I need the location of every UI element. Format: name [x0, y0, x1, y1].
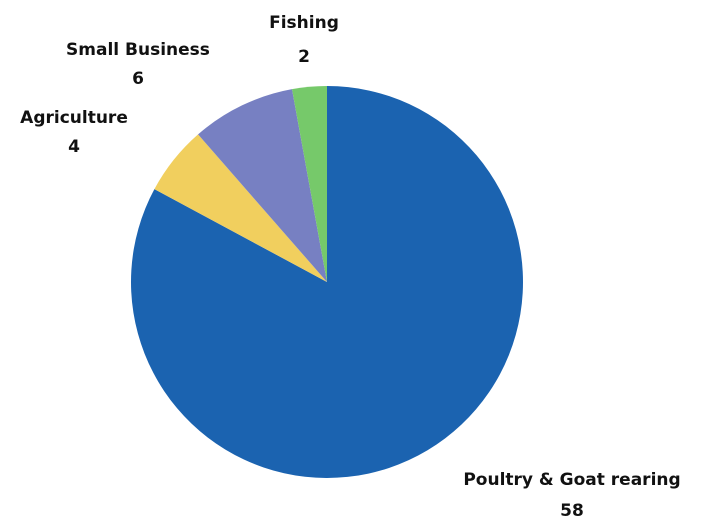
label-poultry-goat-rearing-value: 58	[560, 501, 584, 520]
label-fishing-name: Fishing	[269, 13, 339, 33]
label-fishing: Fishing 2	[269, 13, 339, 67]
pie-slice-poultry-goat-rearing	[131, 86, 524, 479]
label-small-business-name: Small Business	[66, 40, 210, 60]
label-small-business: Small Business 6	[66, 40, 210, 89]
label-agriculture-name: Agriculture	[20, 108, 128, 128]
label-poultry-goat-rearing: Poultry & Goat rearing 58	[463, 470, 680, 520]
pie-slice-agriculture	[154, 134, 327, 282]
label-poultry-goat-rearing-name: Poultry & Goat rearing	[463, 470, 680, 490]
label-agriculture: Agriculture 4	[20, 108, 128, 157]
label-fishing-value: 2	[298, 47, 310, 67]
label-small-business-value: 6	[132, 69, 144, 89]
pie-slice-fishing	[292, 86, 327, 282]
pie-slice-small-business	[198, 89, 327, 282]
label-agriculture-value: 4	[68, 137, 80, 157]
pie-slices	[131, 86, 524, 479]
